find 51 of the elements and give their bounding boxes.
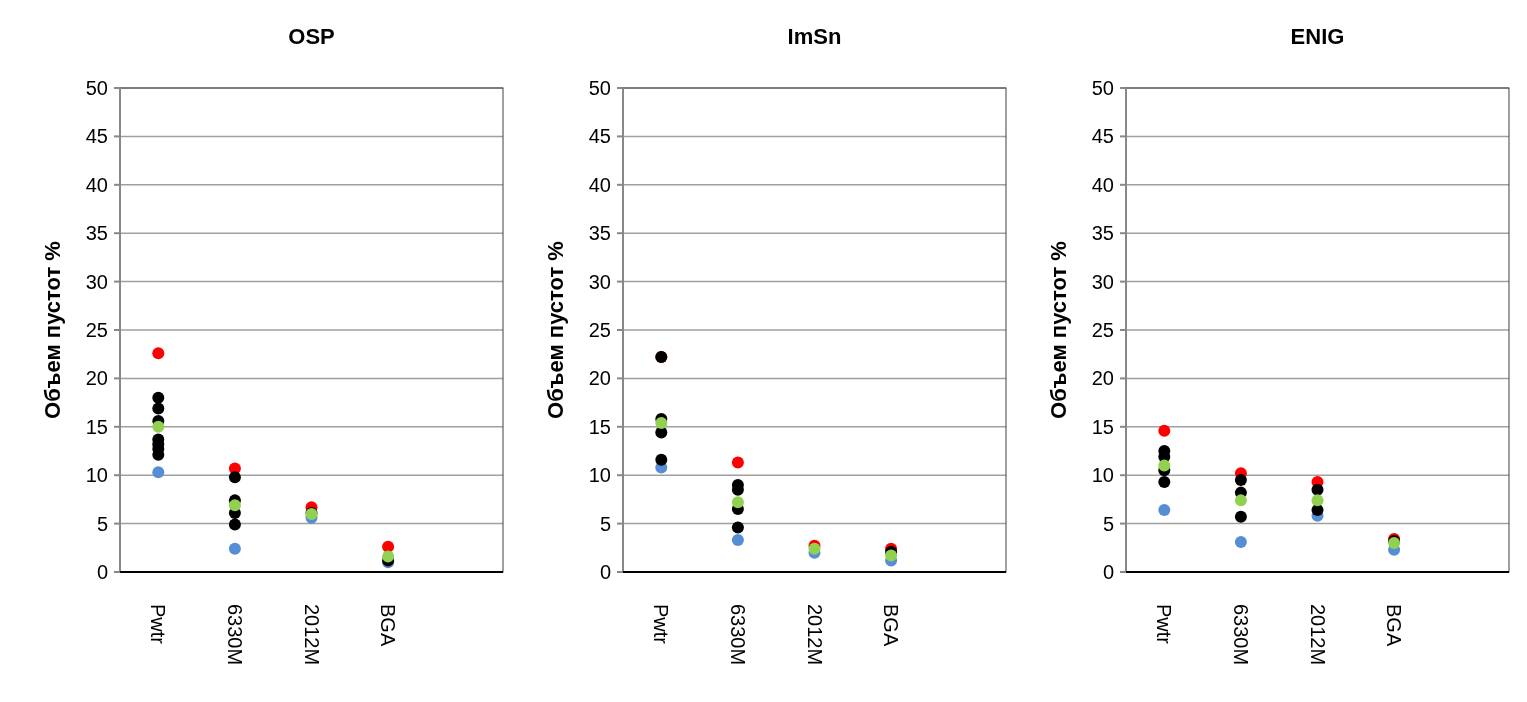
y-tick-label: 35 [85, 222, 108, 245]
y-tick-label: 50 [1091, 77, 1114, 99]
y-axis-title: Объем пустот % [1046, 241, 1071, 419]
x-tick-label: 6330M [223, 604, 246, 666]
x-tick-label: Pwtr [650, 604, 673, 645]
y-tick-label: 15 [1091, 415, 1114, 438]
y-axis-title: Объем пустот % [40, 241, 65, 419]
x-tick-label: 6330M [726, 604, 749, 666]
y-tick-label: 15 [588, 415, 611, 438]
y-axis-title: Объем пустот % [543, 241, 568, 419]
y-tick-label: 45 [588, 125, 611, 148]
y-tick-label: 45 [85, 125, 108, 148]
y-tick-label: 50 [85, 77, 108, 99]
y-tick-label: 40 [1091, 173, 1114, 196]
x-tick-label: BGA [1383, 604, 1406, 647]
x-tick-label: BGA [880, 604, 903, 647]
y-tick-label: 35 [588, 222, 611, 245]
y-tick-label: 10 [588, 464, 611, 487]
y-tick-label: 5 [1102, 512, 1114, 535]
chart-title: ImSn [787, 24, 842, 49]
x-tick-label: 6330M [1229, 604, 1252, 666]
y-tick-label: 40 [85, 173, 108, 196]
y-tick-label: 0 [1102, 561, 1114, 583]
y-tick-label: 0 [599, 561, 611, 583]
y-tick-label: 30 [85, 270, 108, 293]
y-tick-label: 20 [588, 367, 611, 390]
chart-title: OSP [288, 24, 335, 49]
y-tick-label: 45 [1091, 125, 1114, 148]
y-tick-label: 5 [599, 512, 611, 535]
y-tick-label: 25 [85, 319, 108, 341]
x-tick-label: 2012M [1306, 604, 1329, 666]
y-tick-label: 20 [85, 367, 108, 390]
y-tick-label: 20 [1091, 367, 1114, 390]
x-tick-label: BGA [377, 604, 400, 647]
x-tick-label: 2012M [300, 604, 323, 666]
y-tick-label: 0 [96, 561, 108, 583]
y-tick-label: 30 [588, 270, 611, 293]
y-tick-label: 50 [588, 77, 611, 99]
x-tick-label: 2012M [803, 604, 826, 666]
y-tick-label: 40 [588, 173, 611, 196]
y-tick-label: 35 [1091, 222, 1114, 245]
chart-title: ENIG [1290, 24, 1345, 49]
y-tick-label: 5 [96, 512, 108, 535]
y-tick-label: 25 [588, 319, 611, 341]
y-tick-label: 10 [85, 464, 108, 487]
y-tick-label: 30 [1091, 270, 1114, 293]
y-tick-label: 25 [1091, 319, 1114, 341]
x-tick-label: Pwtr [147, 604, 170, 645]
y-tick-label: 10 [1091, 464, 1114, 487]
x-tick-label: Pwtr [1153, 604, 1176, 645]
y-tick-label: 15 [85, 415, 108, 438]
